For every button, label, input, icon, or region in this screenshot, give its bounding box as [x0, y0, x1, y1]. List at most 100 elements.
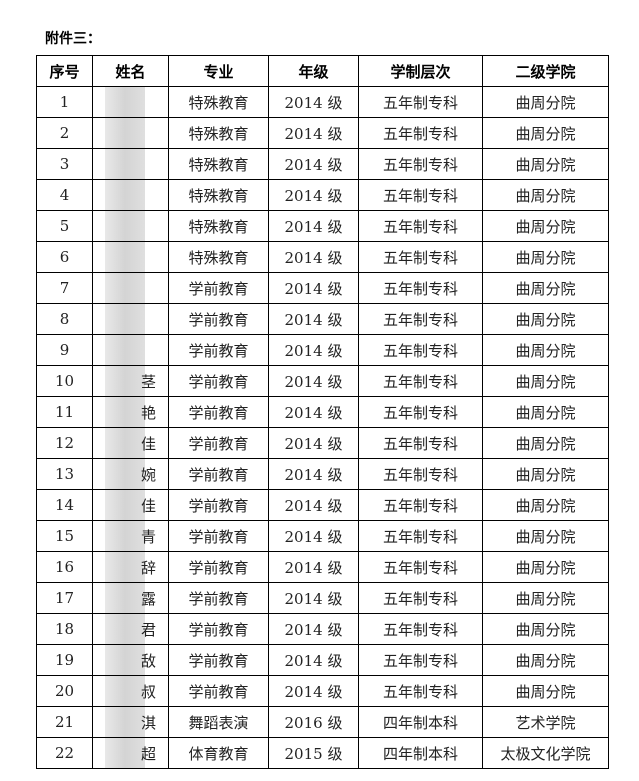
- redaction-blur: [105, 583, 145, 613]
- name-cell: 青: [92, 520, 169, 552]
- college-cell: 曲周分院: [482, 582, 609, 614]
- program-cell: 五年制专科: [358, 675, 483, 707]
- college-cell: 曲周分院: [482, 86, 609, 118]
- college-cell: 曲周分院: [482, 210, 609, 242]
- index-cell: 19: [36, 644, 93, 676]
- table-row: 20 叔学前教育 2014 级五年制专科 曲周分院: [36, 675, 609, 707]
- redaction-blur: [105, 87, 145, 117]
- name-text: 露: [140, 589, 156, 608]
- redaction-blur: [105, 490, 145, 520]
- grade-cell: 2014 级: [268, 86, 359, 118]
- redaction-blur: [105, 428, 145, 458]
- program-cell: 五年制专科: [358, 551, 483, 583]
- major-cell: 学前教育: [168, 303, 269, 335]
- name-cell: 婉: [92, 458, 169, 490]
- grade-cell: 2014 级: [268, 489, 359, 521]
- program-cell: 五年制专科: [358, 520, 483, 552]
- index-cell: 5: [36, 210, 93, 242]
- grade-cell: 2014 级: [268, 613, 359, 645]
- name-text: 叔: [140, 682, 156, 701]
- table-row: 2 特殊教育 2014 级五年制专科 曲周分院: [36, 117, 609, 149]
- grade-cell: 2014 级: [268, 303, 359, 335]
- grade-cell: 2014 级: [268, 644, 359, 676]
- major-cell: 学前教育: [168, 675, 269, 707]
- redaction-blur: [105, 645, 145, 675]
- table-row: 3 特殊教育 2014 级五年制专科 曲周分院: [36, 148, 609, 180]
- college-cell: 曲周分院: [482, 303, 609, 335]
- grade-cell: 2014 级: [268, 427, 359, 459]
- redaction-blur: [105, 180, 145, 210]
- table-row: 12 佳学前教育 2014 级五年制专科 曲周分院: [36, 427, 609, 459]
- program-cell: 五年制专科: [358, 241, 483, 273]
- major-cell: 学前教育: [168, 644, 269, 676]
- major-cell: 学前教育: [168, 396, 269, 428]
- name-text: 辞: [140, 558, 156, 577]
- table-row: 13 婉学前教育 2014 级五年制专科 曲周分院: [36, 458, 609, 490]
- college-cell: 曲周分院: [482, 458, 609, 490]
- redaction-blur: [105, 738, 145, 768]
- table-row: 22 超体育教育 2015 级四年制本科 太极文化学院: [36, 737, 609, 769]
- redaction-blur: [105, 397, 145, 427]
- program-cell: 五年制专科: [358, 613, 483, 645]
- table-row: 18 君学前教育 2014 级五年制专科 曲周分院: [36, 613, 609, 645]
- college-cell: 曲周分院: [482, 613, 609, 645]
- program-cell: 五年制专科: [358, 489, 483, 521]
- program-cell: 五年制专科: [358, 210, 483, 242]
- college-cell: 曲周分院: [482, 551, 609, 583]
- college-cell: 曲周分院: [482, 334, 609, 366]
- name-text: 佳: [140, 434, 156, 453]
- table-row: 19 敌学前教育 2014 级五年制专科 曲周分院: [36, 644, 609, 676]
- college-cell: 太极文化学院: [482, 737, 609, 769]
- index-cell: 22: [36, 737, 93, 769]
- grade-cell: 2014 级: [268, 117, 359, 149]
- index-cell: 6: [36, 241, 93, 273]
- column-header: 年级: [268, 55, 359, 87]
- grade-cell: 2014 级: [268, 241, 359, 273]
- program-cell: 五年制专科: [358, 148, 483, 180]
- redaction-blur: [105, 459, 145, 489]
- program-cell: 五年制专科: [358, 117, 483, 149]
- student-table: 序号 姓名 专业 年级 学制层次 二级学院 1 特殊教育 2014 级五年制专科 曲周分院 2 特殊…: [36, 55, 609, 769]
- redaction-blur: [105, 614, 145, 644]
- name-cell: 君: [92, 613, 169, 645]
- major-cell: 学前教育: [168, 427, 269, 459]
- program-cell: 五年制专科: [358, 427, 483, 459]
- table-row: 5 特殊教育 2014 级五年制专科 曲周分院: [36, 210, 609, 242]
- program-cell: 五年制专科: [358, 272, 483, 304]
- table-row: 14 佳学前教育 2014 级五年制专科 曲周分院: [36, 489, 609, 521]
- program-cell: 五年制专科: [358, 179, 483, 211]
- college-cell: 曲周分院: [482, 272, 609, 304]
- redaction-blur: [105, 211, 145, 241]
- program-cell: 五年制专科: [358, 303, 483, 335]
- program-cell: 四年制本科: [358, 737, 483, 769]
- grade-cell: 2014 级: [268, 365, 359, 397]
- column-header: 学制层次: [358, 55, 483, 87]
- name-cell: [92, 210, 169, 242]
- name-cell: 敌: [92, 644, 169, 676]
- index-cell: 15: [36, 520, 93, 552]
- table-row: 4 特殊教育 2014 级五年制专科 曲周分院: [36, 179, 609, 211]
- major-cell: 学前教育: [168, 272, 269, 304]
- name-cell: [92, 334, 169, 366]
- index-cell: 2: [36, 117, 93, 149]
- column-header: 序号: [36, 55, 93, 87]
- grade-cell: 2014 级: [268, 210, 359, 242]
- major-cell: 学前教育: [168, 582, 269, 614]
- major-cell: 舞蹈表演: [168, 706, 269, 738]
- name-cell: 露: [92, 582, 169, 614]
- index-cell: 10: [36, 365, 93, 397]
- college-cell: 曲周分院: [482, 644, 609, 676]
- index-cell: 1: [36, 86, 93, 118]
- program-cell: 五年制专科: [358, 582, 483, 614]
- program-cell: 五年制专科: [358, 458, 483, 490]
- major-cell: 特殊教育: [168, 86, 269, 118]
- grade-cell: 2014 级: [268, 334, 359, 366]
- table-row: 17 露学前教育 2014 级五年制专科 曲周分院: [36, 582, 609, 614]
- table-row: 21 淇舞蹈表演 2016 级四年制本科 艺术学院: [36, 706, 609, 738]
- college-cell: 曲周分院: [482, 489, 609, 521]
- redaction-blur: [105, 304, 145, 334]
- index-cell: 20: [36, 675, 93, 707]
- table-row: 16 辞学前教育 2014 级五年制专科 曲周分院: [36, 551, 609, 583]
- index-cell: 8: [36, 303, 93, 335]
- index-cell: 21: [36, 706, 93, 738]
